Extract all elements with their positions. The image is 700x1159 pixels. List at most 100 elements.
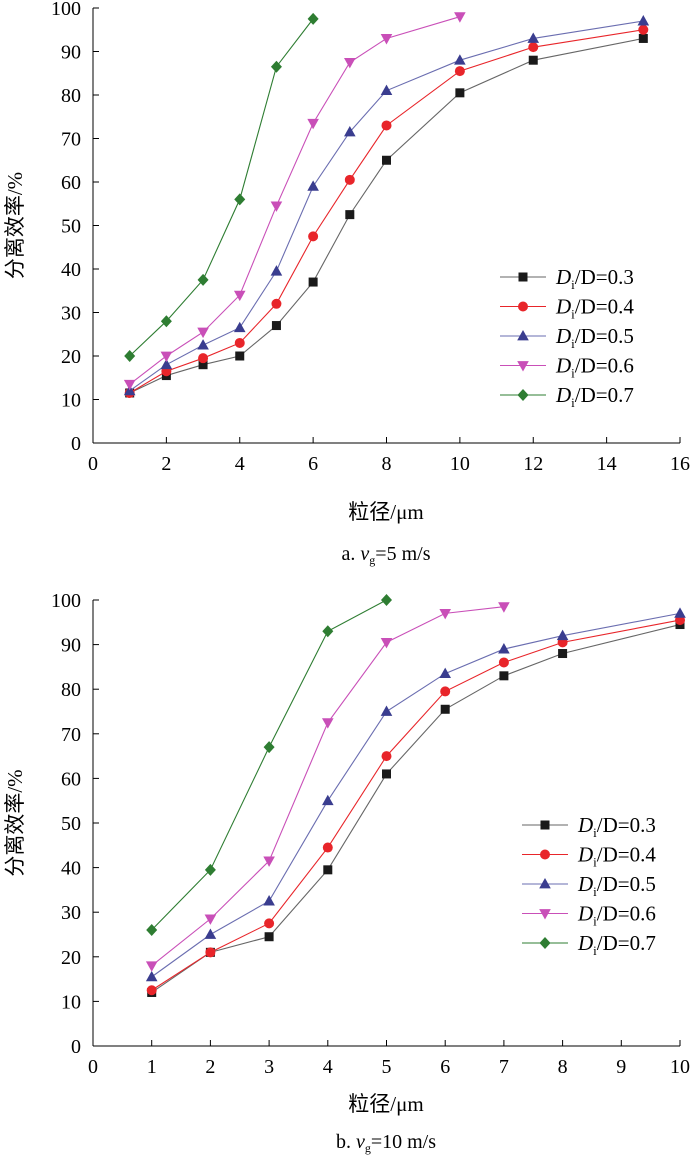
data-point <box>160 358 173 370</box>
data-point <box>270 60 282 73</box>
data-point <box>454 12 466 23</box>
x-tick-label: 5 <box>382 1056 392 1078</box>
legend-var: D <box>555 265 571 289</box>
data-point <box>307 118 319 130</box>
data-point <box>307 180 319 191</box>
data-point <box>440 704 450 714</box>
data-point <box>204 928 217 939</box>
legend-var: D <box>555 295 571 319</box>
legend: Di/D=0.3Di/D=0.4Di/D=0.5Di/D=0.6Di/D=0.7 <box>522 813 656 958</box>
legend-value: /D=0.3 <box>597 813 656 837</box>
caption-var: v <box>356 1131 365 1153</box>
y-axis-label: 分离效率/% <box>3 172 27 279</box>
data-point <box>528 55 538 65</box>
x-tick-label: 2 <box>205 1056 215 1078</box>
data-point <box>344 174 355 185</box>
data-point <box>439 608 451 620</box>
data-point <box>323 865 333 875</box>
data-point <box>322 625 334 638</box>
data-point <box>380 34 393 45</box>
data-point <box>160 315 172 328</box>
data-point <box>638 24 649 35</box>
panel-caption: b. vg=10 m/s <box>336 1131 436 1155</box>
legend-sub: i <box>571 277 575 292</box>
data-point <box>344 125 356 137</box>
legend-label: Di/D=0.5 <box>577 872 656 899</box>
legend-var: D <box>577 813 593 837</box>
data-point <box>528 42 539 53</box>
x-tick-label: 1 <box>147 1056 157 1078</box>
legend-marker <box>517 361 529 372</box>
data-point <box>498 657 509 668</box>
data-point <box>382 769 391 779</box>
data-point <box>381 751 392 762</box>
data-point <box>345 210 355 220</box>
x-tick-label: 10 <box>670 1056 690 1078</box>
legend-sub: i <box>593 855 597 870</box>
data-point <box>198 360 208 370</box>
legend-marker <box>517 330 529 341</box>
legend-marker <box>540 849 550 860</box>
caption-var: v <box>360 543 369 565</box>
data-point <box>381 594 392 606</box>
x-tick-label: 0 <box>88 453 98 475</box>
legend-var: D <box>555 383 571 407</box>
chart-panel-a: 0 10 20 30 40 50 60 70 80 90 100 0 2 4 6 8 10 12 14 16 粒径/μm… <box>3 0 690 567</box>
legend-sub: i <box>593 914 597 929</box>
legend-label: Di/D=0.3 <box>555 265 634 292</box>
legend-label: Di/D=0.6 <box>555 354 634 381</box>
legend-var: D <box>555 354 571 378</box>
x-tick-label: 6 <box>440 1056 450 1078</box>
x-tick-label: 4 <box>235 453 245 475</box>
y-tick-label: 0 <box>71 433 81 455</box>
data-point <box>263 895 275 906</box>
caption-sub: g <box>365 1141 371 1155</box>
series-Di/D=0.4 <box>146 615 685 996</box>
legend-label: Di/D=0.6 <box>577 902 656 929</box>
y-tick-label: 40 <box>61 259 81 281</box>
data-point <box>263 741 275 754</box>
y-tick-label: 90 <box>61 42 81 64</box>
data-point <box>380 84 393 96</box>
data-point <box>271 298 282 309</box>
y-tick-label: 70 <box>61 129 81 151</box>
x-tick-label: 0 <box>88 1056 98 1078</box>
series-Di/D=0.4 <box>124 24 649 398</box>
x-tick-label: 4 <box>323 1056 333 1078</box>
legend-label: Di/D=0.4 <box>577 843 656 870</box>
legend-marker <box>540 820 550 830</box>
data-point <box>307 12 319 25</box>
data-point <box>270 201 283 212</box>
data-point <box>499 671 509 681</box>
data-point <box>145 961 158 972</box>
y-tick-label: 80 <box>61 85 81 107</box>
data-point <box>146 985 157 996</box>
legend-var: D <box>577 902 593 926</box>
legend-value: /D=0.5 <box>575 324 634 348</box>
data-point <box>454 54 466 65</box>
data-point <box>382 155 391 165</box>
data-point <box>233 290 246 302</box>
legend-value: /D=0.4 <box>597 843 657 867</box>
legend-marker <box>539 878 551 889</box>
data-point <box>197 273 209 286</box>
x-tick-label: 10 <box>450 453 470 475</box>
x-tick-label: 16 <box>670 453 690 475</box>
y-tick-label: 90 <box>61 635 81 657</box>
data-point <box>234 337 245 348</box>
data-point <box>197 339 209 350</box>
y-tick-label: 20 <box>61 947 81 969</box>
data-point <box>197 327 209 339</box>
data-point <box>440 686 451 697</box>
data-point <box>234 193 246 206</box>
x-tick-label: 12 <box>523 453 543 475</box>
data-point <box>498 602 510 613</box>
series-Di/D=0.6 <box>145 602 510 972</box>
data-point <box>558 649 568 659</box>
x-tick-label: 7 <box>499 1056 509 1078</box>
legend: Di/D=0.3Di/D=0.4Di/D=0.5Di/D=0.6Di/D=0.7 <box>500 265 634 410</box>
y-tick-label: 80 <box>61 679 81 701</box>
data-point <box>308 277 318 287</box>
legend-sub: i <box>593 825 597 840</box>
data-point <box>204 863 216 876</box>
